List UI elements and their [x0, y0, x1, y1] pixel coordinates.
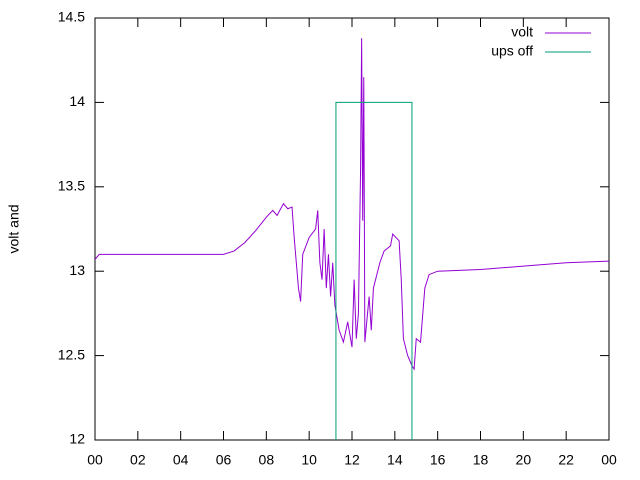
- x-tick-label: 06: [216, 452, 232, 468]
- y-tick-label: 12: [69, 431, 85, 447]
- series-line: [335, 101, 413, 440]
- y-tick-label: 14.5: [58, 9, 85, 25]
- x-tick-label: 00: [87, 452, 103, 468]
- x-tick-label: 14: [387, 452, 403, 468]
- plot-border: [94, 17, 610, 441]
- y-tick-label: 13.5: [58, 178, 85, 194]
- y-tick-label: 12.5: [58, 346, 85, 362]
- x-tick-label: 12: [344, 452, 360, 468]
- x-tick-label: 08: [259, 452, 275, 468]
- x-tick-label: 10: [301, 452, 317, 468]
- legend-label: volt: [511, 24, 533, 40]
- x-tick-label: 18: [473, 452, 489, 468]
- x-tick-label: 16: [430, 452, 446, 468]
- y-tick-label: 13: [69, 262, 85, 278]
- x-tick-label: 00: [601, 452, 617, 468]
- x-tick-label: 02: [130, 452, 146, 468]
- y-axis-label: volt and: [6, 204, 22, 253]
- x-tick-label: 04: [173, 452, 189, 468]
- x-tick-label: 20: [516, 452, 532, 468]
- y-tick-label: 14: [69, 93, 85, 109]
- series-line: [94, 38, 610, 371]
- legend-label: ups off: [491, 43, 533, 59]
- x-tick-label: 22: [558, 452, 574, 468]
